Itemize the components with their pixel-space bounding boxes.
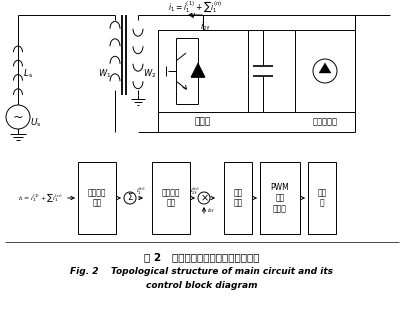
Bar (260, 162, 300, 234)
Text: $i_{\rm 2f}$: $i_{\rm 2f}$ (200, 21, 210, 33)
Polygon shape (191, 63, 205, 77)
Text: Fig. 2    Topological structure of main circuit and its: Fig. 2 Topological structure of main cir… (71, 268, 333, 277)
Circle shape (124, 192, 136, 204)
Bar (158, 30, 248, 112)
Text: 负载谐波源: 负载谐波源 (313, 118, 337, 127)
Circle shape (198, 192, 210, 204)
Text: 谐波电流
检测: 谐波电流 检测 (88, 188, 106, 208)
Text: $i_1 = i_1^{(1)} + \sum i_1^{(n)}$: $i_1 = i_1^{(1)} + \sum i_1^{(n)}$ (18, 192, 62, 204)
Text: 电流
控制: 电流 控制 (234, 188, 243, 208)
Bar (78, 162, 116, 234)
Text: $i_{\rm 2f}$: $i_{\rm 2f}$ (207, 206, 215, 215)
Text: $W_2$: $W_2$ (143, 67, 157, 80)
Text: $i_1^{(n)}$: $i_1^{(n)}$ (136, 185, 146, 197)
Text: $\Sigma$: $\Sigma$ (126, 192, 133, 203)
Text: ~: ~ (13, 110, 23, 124)
Text: 逆变
器: 逆变 器 (318, 188, 326, 208)
Text: control block diagram: control block diagram (146, 281, 258, 290)
Text: 指令电流
计算: 指令电流 计算 (162, 188, 180, 208)
Text: $U_{\rm s}$: $U_{\rm s}$ (30, 117, 42, 129)
Text: 逆变器: 逆变器 (195, 118, 211, 127)
Text: $L_{\rm s}$: $L_{\rm s}$ (23, 67, 33, 80)
Text: $i_1 = i_1^{(1)} + \sum i_1^{(n)}$: $i_1 = i_1^{(1)} + \sum i_1^{(n)}$ (168, 0, 222, 14)
Polygon shape (319, 63, 331, 73)
Circle shape (6, 105, 30, 129)
Text: PWM
控制
及驱动: PWM 控制 及驱动 (271, 183, 289, 213)
Text: 图 2   主电路的拓扑结构及其控制框图: 图 2 主电路的拓扑结构及其控制框图 (144, 252, 260, 262)
Text: $\times$: $\times$ (200, 193, 208, 203)
Bar (295, 30, 355, 112)
Text: $i_{\rm 2f}^{(n)}$: $i_{\rm 2f}^{(n)}$ (190, 185, 200, 197)
Circle shape (313, 59, 337, 83)
Bar (152, 162, 190, 234)
Bar (308, 162, 336, 234)
Text: $W_1$: $W_1$ (98, 67, 112, 80)
Bar (224, 162, 252, 234)
